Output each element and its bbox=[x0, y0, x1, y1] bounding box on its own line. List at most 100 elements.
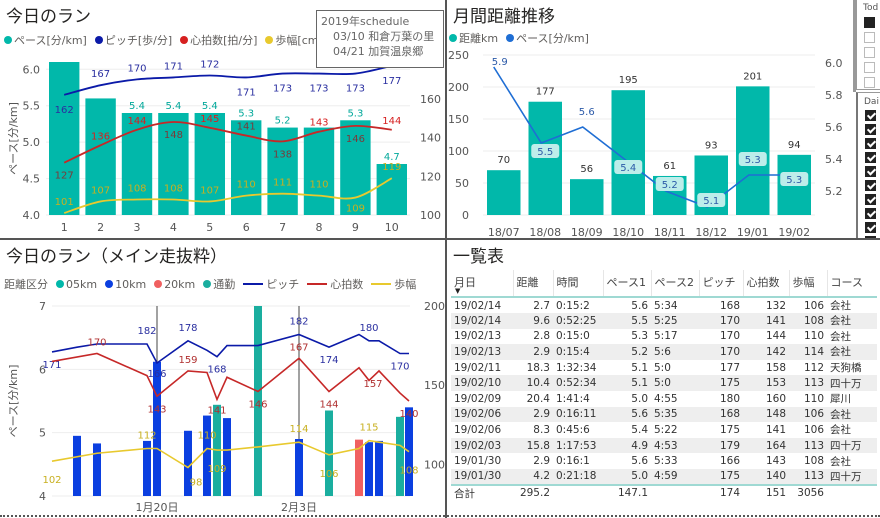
table-cell: 113 bbox=[789, 468, 827, 485]
checked-checkbox[interactable] bbox=[865, 180, 876, 191]
column-header-8[interactable]: コース bbox=[827, 270, 877, 298]
line-data-label: 159 bbox=[178, 355, 197, 366]
table-row[interactable]: 19/02/03 15.8 1:17:53 4.9 4:53 179 164 113 四十万 bbox=[451, 437, 877, 454]
pace-bar bbox=[355, 439, 363, 496]
line-data-label: 143 bbox=[147, 404, 166, 415]
y2-tick-label: 150 bbox=[424, 379, 445, 392]
pace-bar bbox=[223, 418, 231, 496]
legend-distance[interactable]: 距離km bbox=[449, 30, 498, 46]
pace-bar bbox=[85, 98, 116, 215]
legend-heartrate[interactable]: 心拍数[拍/分] bbox=[180, 32, 257, 48]
legend-10km[interactable]: 10km bbox=[105, 278, 146, 291]
empty-checkbox[interactable] bbox=[864, 32, 875, 43]
bottom-dotted-border bbox=[0, 515, 880, 517]
table-row[interactable]: 19/01/30 4.2 0:21:18 5.0 4:59 175 140 113 四十万 bbox=[451, 468, 877, 485]
table-cell: 5.4 bbox=[631, 423, 648, 436]
y-tick-label: 250 bbox=[448, 49, 469, 62]
list-table-panel: 一覧表 月日 ▼ 距離 時間 ペース1 ペース2 ピッチ 心拍数 歩幅 コース 19/02/14 2… bbox=[447, 240, 880, 516]
main-run-chart[interactable]: 4 5 6 7 100 150 200 ペース[分/km] 1月20日 2月3日 171 182 178… bbox=[0, 240, 445, 516]
table-cell: 4:55 bbox=[654, 392, 678, 405]
table-row[interactable]: 19/02/14 9.6 0:52:25 5.5 5:25 170 141 108 会社 bbox=[451, 313, 877, 329]
table-row[interactable]: 19/02/13 2.8 0:15:0 5.3 5:17 170 144 110 会社 bbox=[451, 329, 877, 345]
table-cell: 1:17:53 bbox=[553, 437, 603, 454]
table-cell: 会社 bbox=[830, 330, 851, 343]
legend-pace[interactable]: ペース[分/km] bbox=[4, 32, 87, 48]
legend-stride-line[interactable]: 歩幅 bbox=[371, 276, 416, 292]
checked-checkbox[interactable] bbox=[865, 166, 876, 177]
line-data-label: 111 bbox=[273, 178, 292, 189]
sort-desc-icon[interactable]: ▼ bbox=[455, 287, 461, 295]
legend-commute[interactable]: 通勤 bbox=[203, 276, 235, 292]
today-run-chart[interactable]: 4.04.55.05.56.0100120140160180ペース[分/km]5… bbox=[0, 0, 445, 238]
table-row[interactable]: 19/02/06 2.9 0:16:11 5.6 5:35 168 148 106 会社 bbox=[451, 406, 877, 423]
table-row[interactable]: 19/02/10 10.4 0:52:34 5.1 5:0 175 153 113 四十万 bbox=[451, 375, 877, 391]
y-tick-label: 5.0 bbox=[23, 136, 41, 149]
legend-20km[interactable]: 20km bbox=[154, 278, 195, 291]
legend-monthly-pace[interactable]: ペース[分/km] bbox=[506, 30, 589, 46]
legend-pitch[interactable]: ピッチ[歩/分] bbox=[94, 32, 172, 48]
column-header-5[interactable]: ピッチ bbox=[699, 270, 744, 298]
column-header-4[interactable]: ペース2 bbox=[651, 270, 700, 298]
column-header-0[interactable]: 月日 ▼ bbox=[451, 270, 514, 298]
table-cell: 19/02/06 bbox=[451, 406, 513, 423]
checked-checkbox[interactable] bbox=[865, 194, 876, 205]
legend-stride[interactable]: 歩幅[cm] bbox=[265, 32, 323, 48]
x-tick-label: 18/12 bbox=[695, 226, 727, 238]
table-cell: 0:52:34 bbox=[553, 375, 603, 391]
table-cell: 5:34 bbox=[654, 299, 678, 312]
dot-icon bbox=[105, 280, 114, 288]
checked-checkbox[interactable] bbox=[865, 208, 876, 219]
pace-label: 5.2 bbox=[662, 180, 678, 191]
checked-checkbox[interactable] bbox=[865, 110, 876, 121]
x-tick-label: 7 bbox=[279, 221, 286, 234]
column-header-1[interactable]: 距離 bbox=[513, 270, 554, 298]
table-cell: 5.1 bbox=[631, 361, 648, 374]
empty-checkbox[interactable] bbox=[864, 77, 875, 88]
table-cell: 5:0 bbox=[654, 361, 671, 374]
table-row[interactable]: 19/02/09 20.4 1:41:4 5.0 4:55 180 160 110 犀川 bbox=[451, 391, 877, 407]
checked-checkbox[interactable] bbox=[865, 222, 876, 233]
table-cell: 19/02/06 bbox=[454, 423, 502, 436]
line-data-label: 108 bbox=[127, 184, 146, 195]
checked-checkbox[interactable] bbox=[865, 124, 876, 135]
pace-label-bg bbox=[780, 172, 809, 186]
line-data-label: 136 bbox=[91, 131, 110, 142]
distance-bar bbox=[528, 101, 562, 215]
line-data-label: 173 bbox=[273, 84, 292, 95]
y-tick-label: 4.0 bbox=[23, 209, 41, 222]
table-row[interactable]: 19/02/11 18.3 1:32:34 5.1 5:0 177 158 112 天狗橋 bbox=[451, 360, 877, 376]
column-header-7[interactable]: 歩幅 bbox=[789, 270, 828, 298]
checked-checkbox[interactable] bbox=[865, 138, 876, 149]
distance-bar bbox=[736, 86, 770, 215]
table-row[interactable]: 19/02/14 2.7 0:15:2 5.6 5:34 168 132 106 会社 bbox=[451, 297, 877, 313]
table-cell: 168 bbox=[699, 406, 743, 423]
line-data-label: 174 bbox=[319, 355, 338, 366]
pace-bar bbox=[153, 361, 161, 496]
table-row[interactable]: 19/01/30 2.9 0:16:1 5.6 5:33 166 143 108 会社 bbox=[451, 453, 877, 469]
filled-checkbox[interactable] bbox=[864, 17, 875, 28]
column-header-3[interactable]: ペース1 bbox=[603, 270, 652, 298]
empty-checkbox[interactable] bbox=[864, 47, 875, 58]
total-cell: 151 bbox=[743, 483, 789, 501]
column-header-2[interactable]: 時間 bbox=[553, 270, 604, 298]
table-row[interactable]: 19/02/06 8.3 0:45:6 5.4 5:22 175 141 106 会社 bbox=[451, 422, 877, 438]
x-tick-label: 6 bbox=[243, 221, 250, 234]
monthly-distance-chart[interactable]: 0 50 100 150 200 250 5.2 5.4 5.6 5.8 6.0 70 177 56 195… bbox=[447, 0, 853, 238]
line-data-label: 166 bbox=[147, 369, 166, 380]
distance-label: 195 bbox=[619, 75, 638, 86]
today-slicer-title: Tod bbox=[863, 3, 879, 13]
legend-05km[interactable]: 05km bbox=[56, 278, 97, 291]
empty-checkbox[interactable] bbox=[864, 62, 875, 73]
column-header-6[interactable]: 心拍数 bbox=[743, 270, 790, 298]
line-data-label: 148 bbox=[164, 130, 183, 141]
slicer-scrollbar[interactable] bbox=[853, 0, 856, 92]
table-cell: 164 bbox=[743, 437, 789, 454]
table-row[interactable]: 19/02/13 2.9 0:15:4 5.2 5:6 170 142 114 会社 bbox=[451, 344, 877, 360]
pace-label-bg bbox=[614, 160, 643, 174]
legend-pitch-line[interactable]: ピッチ bbox=[243, 276, 299, 292]
table-cell: 5.6 bbox=[603, 406, 651, 423]
checked-checkbox[interactable] bbox=[865, 152, 876, 163]
y2-tick-label: 6.0 bbox=[825, 57, 843, 70]
legend-heartrate-line[interactable]: 心拍数 bbox=[307, 276, 363, 292]
pace-bar bbox=[93, 443, 101, 496]
